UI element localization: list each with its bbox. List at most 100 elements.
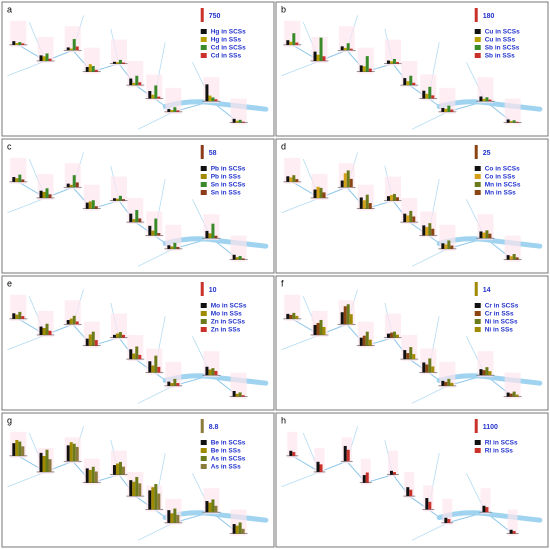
site-bar: [322, 192, 326, 198]
site-bar: [313, 189, 317, 198]
site-bar: [431, 228, 435, 236]
tributary: [281, 197, 320, 214]
site-bar: [132, 481, 136, 497]
site-bar: [232, 254, 236, 260]
site-bar: [389, 470, 393, 475]
site-bar: [176, 110, 180, 112]
site-bar: [132, 353, 136, 360]
site-bar: [295, 42, 299, 45]
site-bar: [170, 513, 174, 523]
site-bar: [444, 381, 448, 386]
site-bar: [349, 178, 353, 188]
legend-label: Mn in SCSs: [485, 182, 521, 189]
site-bar: [488, 99, 492, 102]
site-bar: [482, 232, 486, 239]
scale-bar: [200, 145, 204, 159]
site-bar: [235, 257, 239, 260]
site-bar: [482, 505, 486, 513]
panel-label: f: [281, 278, 284, 288]
site-halo: [387, 450, 398, 477]
site-bar: [211, 223, 215, 239]
tributary: [7, 471, 46, 488]
site-bar: [118, 59, 122, 64]
site-bar: [319, 187, 323, 198]
tributary: [281, 471, 320, 488]
site-bar: [235, 525, 239, 534]
site-bar: [115, 463, 119, 475]
site-bar: [66, 183, 70, 188]
site-halo: [404, 472, 415, 499]
site-halo: [442, 498, 453, 525]
site-bar: [441, 243, 445, 249]
legend-swatch: [474, 166, 481, 171]
legend-swatch: [200, 174, 207, 179]
site-bar: [412, 216, 416, 223]
legend-swatch: [200, 448, 207, 453]
site-bar: [482, 98, 486, 102]
tributary: [7, 197, 46, 214]
site-bar: [286, 40, 290, 45]
scale-value: 8.8: [209, 424, 219, 431]
site-bar: [295, 315, 299, 319]
scale-value: 1100: [483, 424, 498, 431]
site-bar: [129, 213, 133, 223]
site-bar: [157, 493, 161, 510]
site-bar: [12, 313, 16, 319]
site-bar: [154, 218, 158, 236]
site-bar: [292, 452, 296, 456]
site-bar: [167, 381, 171, 386]
site-bar: [392, 58, 396, 64]
legend-swatch: [474, 303, 481, 308]
site-bar: [18, 441, 22, 456]
panel-label: b: [281, 4, 286, 14]
river: [18, 44, 239, 123]
site-bar: [346, 170, 350, 188]
site-bar: [322, 326, 326, 335]
site-bar: [15, 178, 19, 182]
site-bar: [509, 393, 513, 397]
site-bar: [72, 443, 76, 462]
legend-label: Mn in SSs: [485, 190, 516, 197]
site-bar: [72, 175, 76, 188]
legend-label: Cu in SSs: [485, 37, 516, 44]
legend-swatch: [474, 448, 481, 453]
site-halo: [439, 87, 456, 114]
site-bar: [340, 312, 344, 325]
site-halo: [384, 39, 401, 66]
tributary: [7, 60, 46, 77]
site-bar: [431, 95, 435, 99]
river: [292, 181, 513, 260]
site-bar: [75, 321, 79, 325]
site-bar: [441, 107, 445, 112]
site-bar: [425, 498, 429, 510]
scale-bar: [474, 282, 478, 296]
site-bar: [412, 354, 416, 360]
site-bar: [515, 257, 519, 260]
site-bar: [48, 58, 52, 61]
site-bar: [506, 255, 510, 260]
site-bar: [148, 91, 152, 99]
legend-label: Zn in SCSs: [211, 319, 246, 326]
site-bar: [157, 366, 161, 373]
site-bar: [151, 230, 155, 236]
site-bar: [450, 245, 454, 249]
site-bar: [316, 186, 320, 198]
site-bar: [121, 199, 125, 201]
site-bar: [39, 55, 43, 61]
site-halo: [230, 98, 247, 125]
site-bar: [412, 82, 416, 86]
site-bar: [488, 233, 492, 239]
site-bar: [214, 99, 218, 102]
site-bar: [389, 195, 393, 201]
site-bar: [208, 369, 212, 376]
site-halo: [287, 431, 298, 458]
site-bar: [238, 255, 242, 260]
site-bar: [392, 193, 396, 201]
site-bar: [211, 368, 215, 376]
site-bar: [241, 395, 245, 397]
site-bar: [389, 332, 393, 338]
site-bar: [85, 338, 89, 346]
